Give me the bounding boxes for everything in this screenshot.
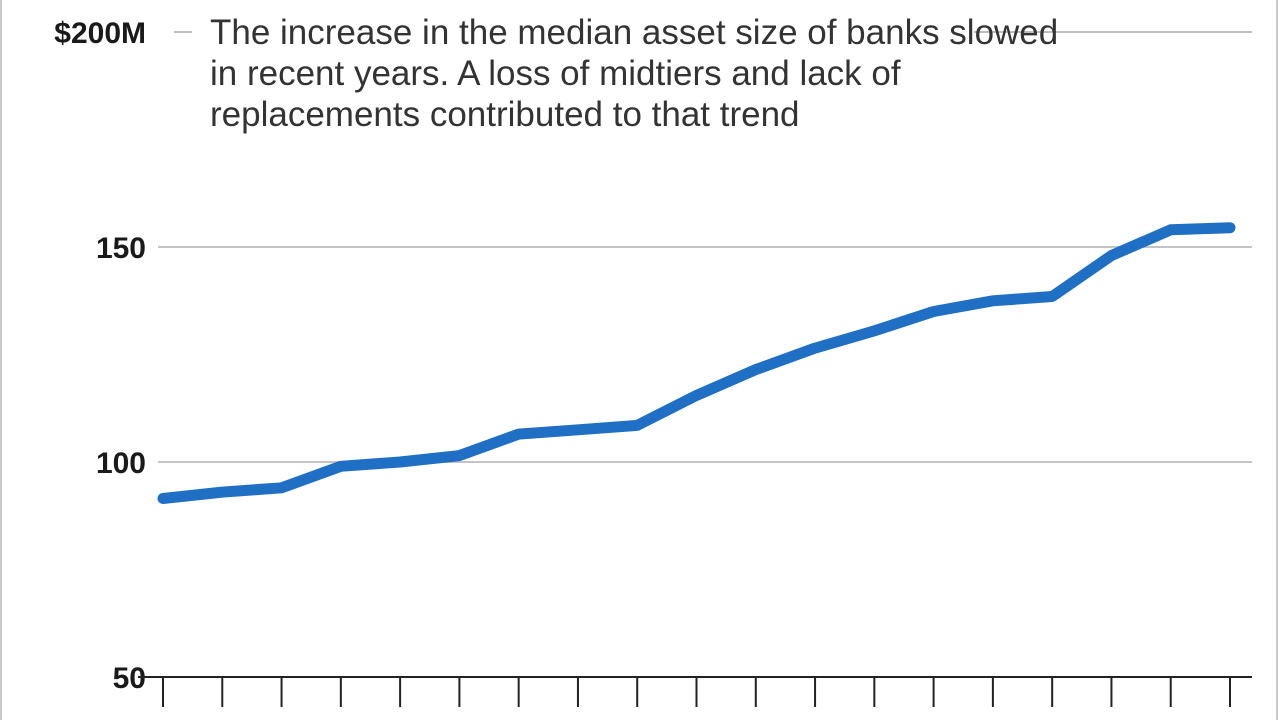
series-point	[518, 433, 520, 435]
series-point	[340, 465, 342, 467]
series-line	[157, 222, 1236, 504]
series-point	[458, 455, 460, 457]
y-axis-labels: $200M 150 100 50	[54, 17, 146, 695]
series-point	[636, 424, 638, 426]
series-point	[1051, 295, 1053, 297]
series-point	[221, 491, 223, 493]
series-point	[577, 429, 579, 431]
series-point	[992, 300, 994, 302]
x-axis	[138, 676, 1252, 707]
series-point	[814, 347, 816, 349]
series-point	[755, 369, 757, 371]
series-point	[1229, 227, 1231, 229]
series-point	[933, 311, 935, 312]
y-tick-label: $200M	[54, 17, 146, 50]
series-point	[696, 394, 697, 396]
y-tick-label: 100	[96, 447, 146, 480]
chart-annotation: The increase in the median asset size of…	[210, 13, 1059, 134]
series-point	[281, 487, 283, 489]
series-point	[399, 461, 401, 463]
y-tick-label: 50	[113, 662, 146, 695]
series-point	[1110, 255, 1112, 257]
series-point	[162, 498, 164, 500]
y-tick-label: 150	[96, 232, 146, 265]
series-point	[1170, 229, 1172, 231]
series-point	[873, 330, 875, 332]
series-group	[157, 222, 1236, 504]
